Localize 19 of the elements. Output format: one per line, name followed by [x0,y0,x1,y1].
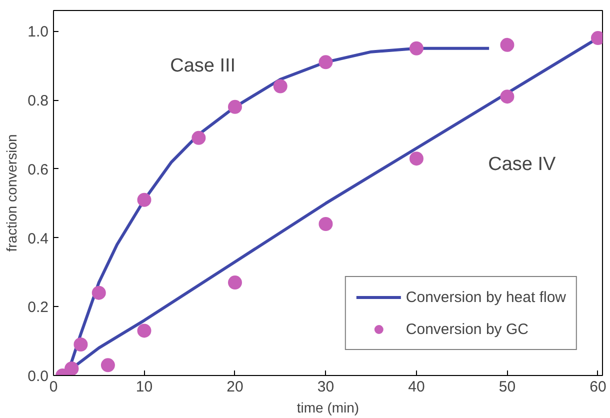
annotation: Case IV [488,154,556,175]
y-tick-label: 0.0 [28,368,49,385]
y-axis-title: fraction conversion [4,134,20,252]
y-tick-label: 0.2 [28,299,49,316]
x-tick-label: 50 [498,378,516,396]
x-tick-label: 40 [408,378,425,396]
x-tick-label: 0 [49,378,58,396]
x-axis-title: time (min) [296,400,360,416]
y-tick-label: 0.4 [28,230,49,248]
x-tick-label: 10 [136,378,153,396]
x-tick-label: 60 [590,378,606,396]
y-tick-label: 1.0 [28,24,49,41]
legend-label: Conversion by heat flow [406,288,566,306]
y-tick-label: 0.8 [28,92,49,110]
x-tick-label: 20 [226,378,244,396]
x-tick-label: 30 [317,378,334,396]
annotation: Case III [170,55,236,76]
y-tick-label: 0.6 [28,161,49,178]
legend-label: Conversion by GC [406,320,528,338]
